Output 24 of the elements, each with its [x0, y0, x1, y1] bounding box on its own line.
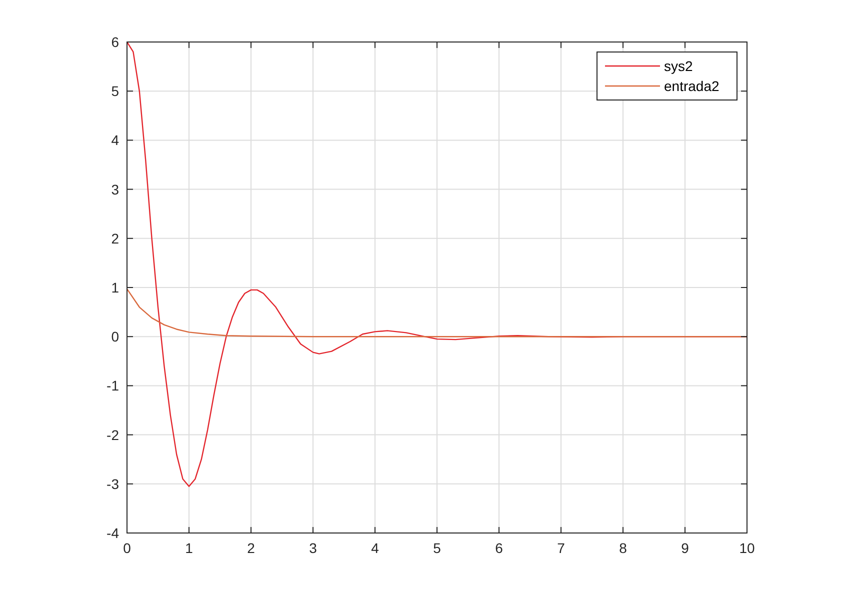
y-tick-label: -3 — [106, 476, 120, 492]
x-tick-label: 1 — [185, 540, 194, 556]
y-tick-label: 5 — [111, 83, 120, 100]
y-tick-label: 3 — [111, 181, 120, 198]
x-tick-label: 8 — [619, 540, 628, 556]
y-tick-label: 2 — [111, 230, 120, 246]
y-tick-label: -2 — [106, 426, 120, 443]
y-tick-label: 6 — [111, 34, 120, 50]
x-tick-label: 9 — [681, 540, 690, 556]
x-tick-label: 2 — [247, 540, 256, 556]
y-tick-label: -4 — [106, 525, 120, 541]
y-tick-label: 4 — [111, 132, 120, 148]
x-tick-label: 3 — [309, 540, 318, 556]
x-tick-label: 6 — [495, 540, 504, 556]
x-tick-label: 10 — [739, 540, 755, 556]
y-tick-label: -1 — [106, 378, 120, 394]
x-tick-label: 4 — [371, 540, 380, 556]
y-tick-label: 1 — [111, 280, 120, 296]
x-tick-label: 0 — [123, 540, 132, 556]
x-tick-label: 7 — [557, 540, 566, 556]
legend-label: entrada2 — [664, 78, 720, 94]
x-tick-label: 5 — [433, 540, 442, 556]
y-tick-label: 0 — [111, 328, 120, 345]
legend-label: sys2 — [664, 58, 693, 74]
